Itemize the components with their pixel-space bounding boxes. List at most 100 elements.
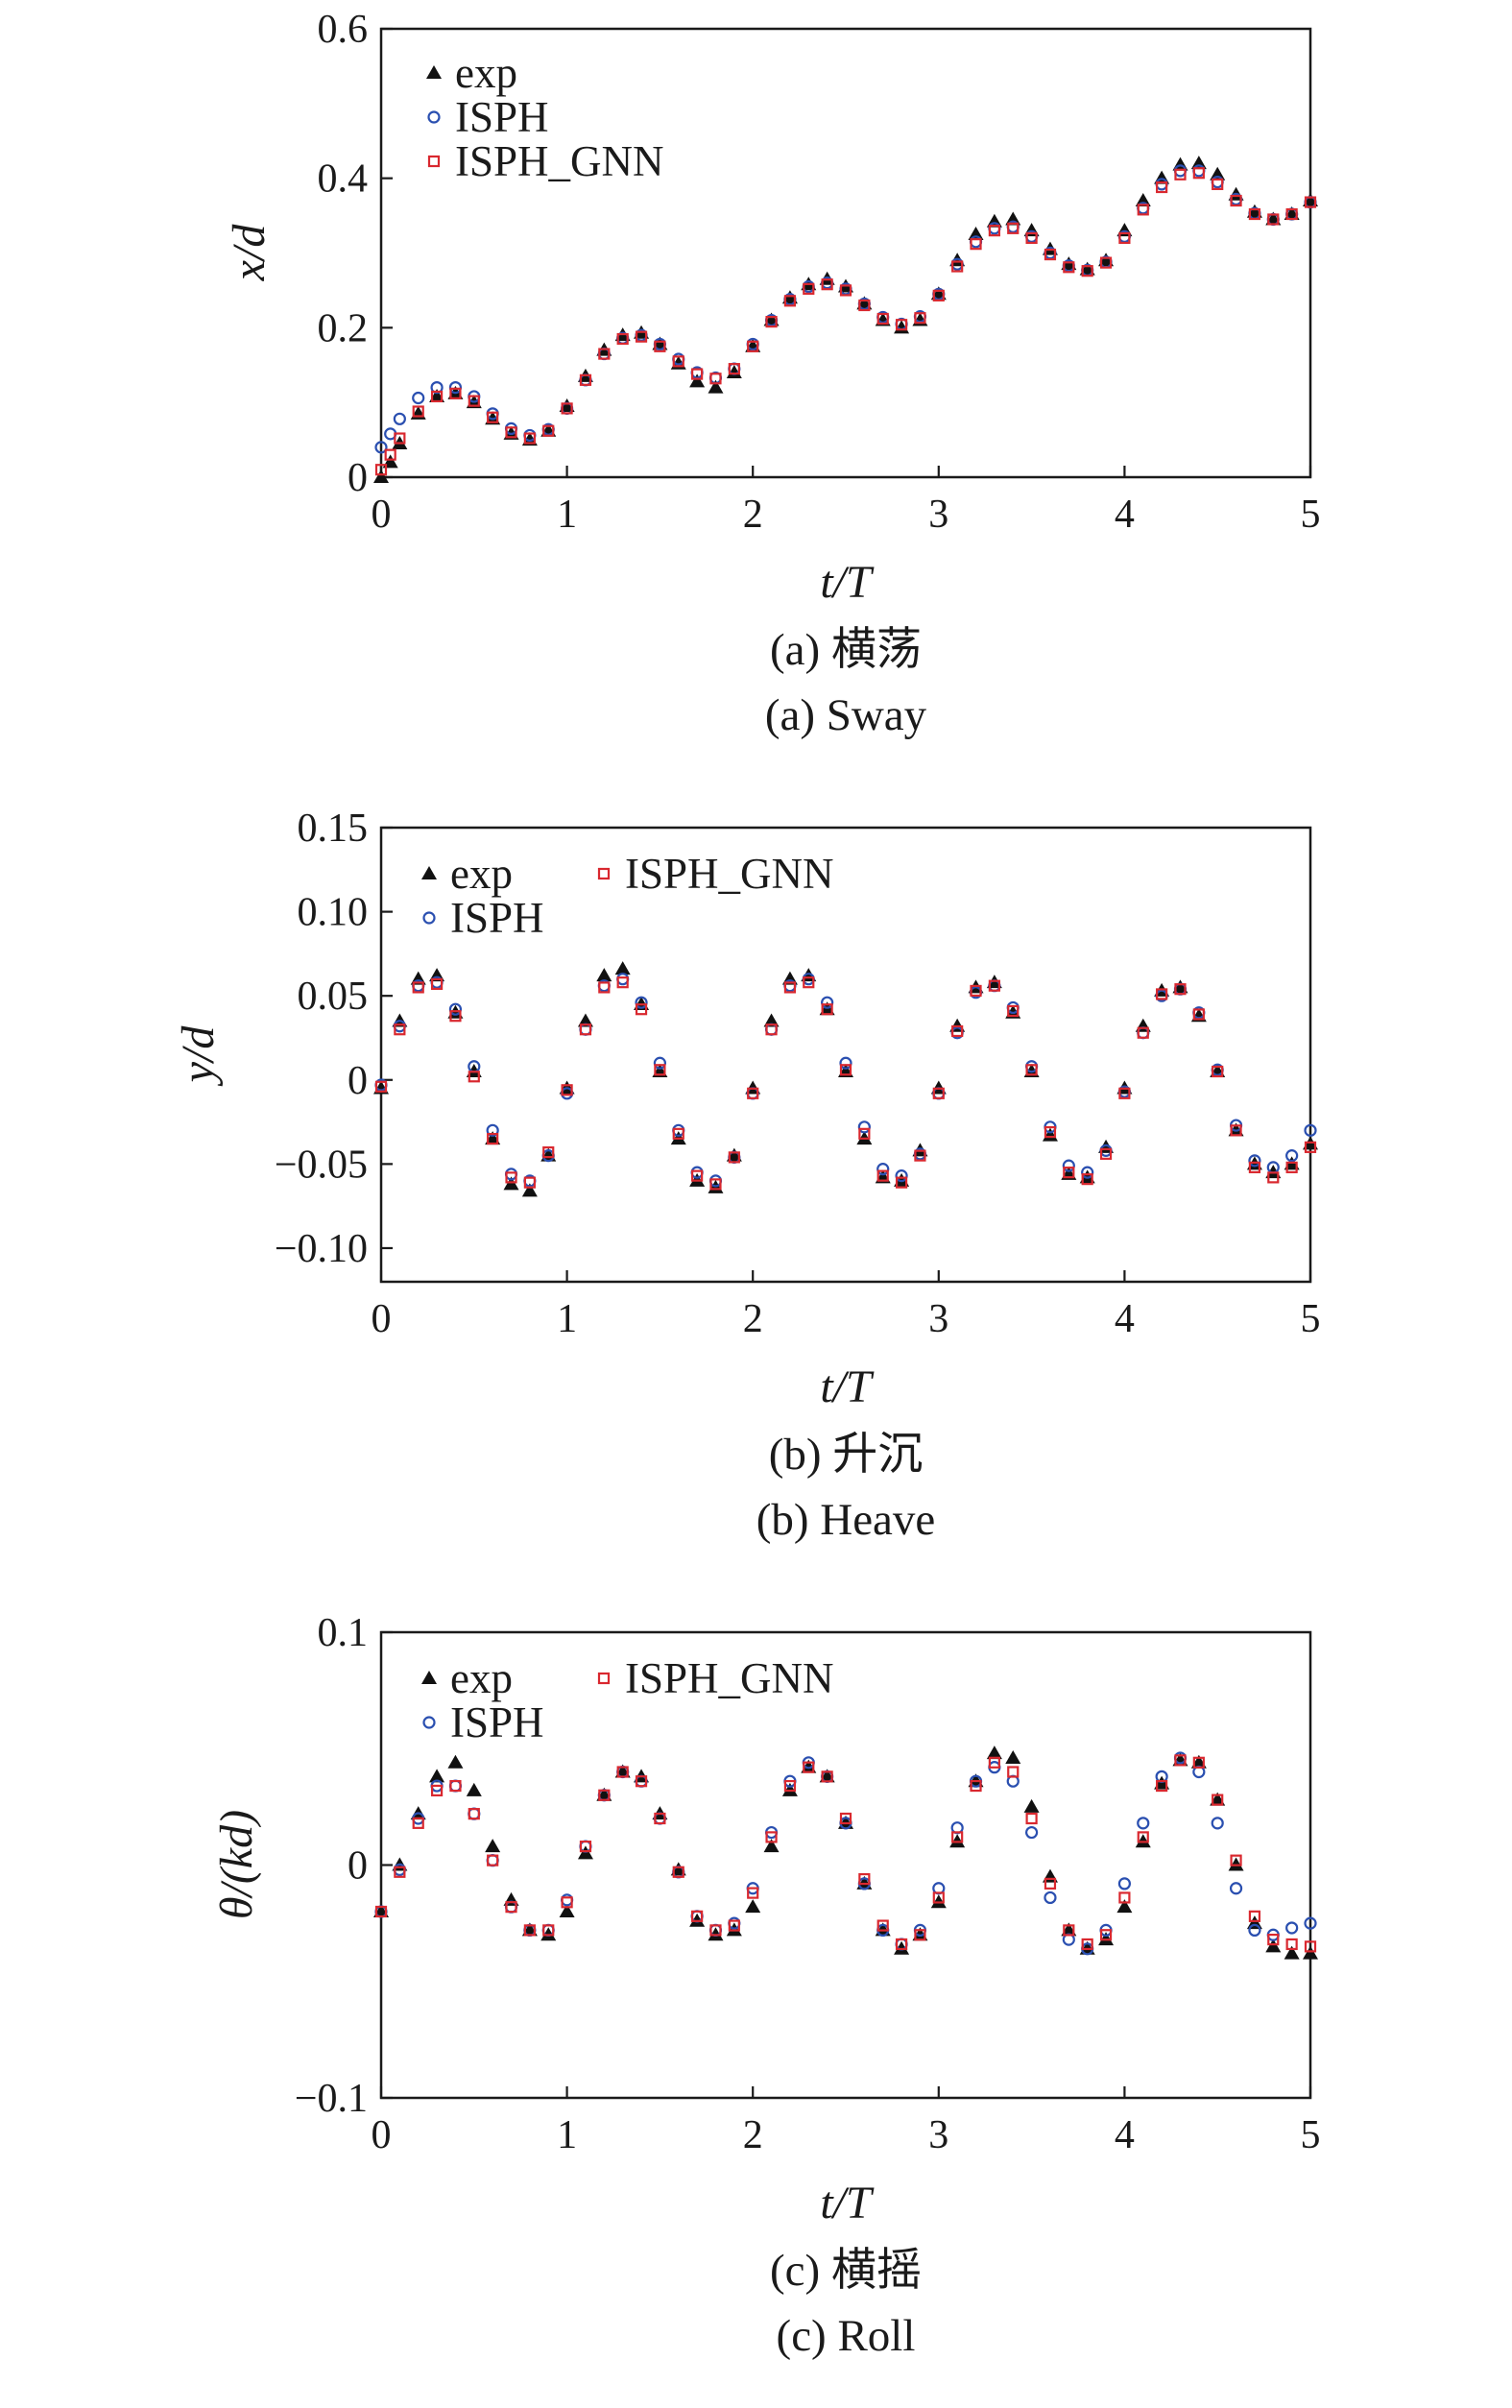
data-point-isph-gnn — [1285, 1938, 1298, 1951]
data-point-isph-gnn — [876, 1919, 889, 1932]
data-point-isph-gnn — [1174, 983, 1187, 996]
data-point-isph-gnn — [1118, 1087, 1131, 1099]
data-point-isph-gnn — [839, 1812, 852, 1825]
data-point-isph — [486, 1123, 499, 1137]
data-point-exp — [708, 379, 724, 394]
data-point-isph-gnn — [691, 1910, 704, 1922]
data-point-isph-gnn — [616, 332, 629, 346]
data-point-isph-gnn — [747, 1087, 759, 1099]
data-point-isph-gnn — [430, 1784, 444, 1797]
axis-ticks: 0 1 2 3 4 5 0.15 0.10 0.05 0 −0.05 −0.10 — [275, 807, 1321, 1341]
data-point-isph-gnn — [487, 1132, 499, 1145]
data-point-isph-gnn — [691, 368, 704, 380]
data-point-isph-gnn — [579, 1023, 592, 1036]
data-point-isph-gnn — [1044, 248, 1057, 261]
data-point-isph — [616, 973, 630, 986]
data-point-isph-gnn — [654, 1064, 666, 1076]
data-point-isph-gnn — [1063, 1924, 1075, 1937]
data-point-isph-gnn — [598, 981, 611, 994]
data-point-isph-gnn — [616, 1766, 629, 1778]
data-point-isph-gnn — [1248, 1161, 1261, 1173]
legend-item-exp: exp — [421, 850, 513, 898]
data-point-isph-gnn — [523, 1924, 536, 1937]
data-point-isph-gnn — [970, 1779, 982, 1793]
data-point-isph-gnn — [783, 1779, 797, 1793]
data-point-exp — [485, 1839, 501, 1853]
caption-en: (a) Sway — [765, 690, 927, 740]
data-point-exp — [930, 1894, 947, 1909]
legend-label: ISPH_GNN — [625, 850, 834, 898]
legend-marker — [426, 65, 442, 79]
data-point-exp — [559, 1904, 575, 1917]
data-point-exp — [429, 1769, 445, 1783]
data-point-isph-gnn — [1118, 1891, 1131, 1904]
data-point-isph — [1304, 1916, 1317, 1930]
legend-label: ISPH — [455, 93, 549, 141]
data-point-isph-gnn — [1192, 167, 1205, 180]
data-point-isph — [1285, 1149, 1299, 1163]
data-point-isph — [1248, 1154, 1261, 1168]
x-tick-label: 3 — [928, 2113, 948, 2157]
data-point-isph — [653, 1056, 667, 1070]
data-point-isph-gnn — [598, 348, 611, 360]
y-tick-label: 0.1 — [318, 1611, 369, 1655]
data-point-isph — [1304, 1123, 1317, 1137]
data-point-isph-gnn — [970, 984, 982, 998]
data-point-isph-gnn — [1248, 207, 1261, 221]
data-point-isph-gnn — [449, 1779, 462, 1793]
x-tick-label: 0 — [372, 493, 392, 537]
y-axis-title: y/d — [173, 1025, 224, 1088]
data-point-isph-gnn — [542, 1924, 555, 1937]
data-point-isph-gnn — [1007, 1766, 1020, 1778]
data-point-isph-gnn — [728, 1919, 740, 1932]
data-point-isph — [876, 1163, 890, 1176]
data-point-isph-gnn — [1156, 181, 1168, 194]
x-tick-label: 1 — [557, 493, 577, 537]
data-point-isph-gnn — [1212, 1794, 1224, 1806]
data-point-isph-gnn — [1192, 1756, 1205, 1769]
data-point-isph — [448, 1779, 463, 1793]
data-point-isph-gnn — [821, 1003, 833, 1016]
data-point-isph-gnn — [895, 1176, 908, 1189]
data-point-isph-gnn — [542, 424, 555, 437]
data-point-exp — [577, 1013, 593, 1027]
caption-cn: (c) 横摇 — [770, 2246, 922, 2296]
data-point-exp — [1284, 1945, 1300, 1960]
data-point-exp — [1135, 193, 1151, 207]
legend-marker — [422, 1716, 436, 1729]
caption-cn: (b) 升沉 — [769, 1430, 924, 1480]
data-markers — [373, 1746, 1318, 1960]
x-axis-title: t/T — [820, 1361, 875, 1412]
legend-label: ISPH — [450, 1698, 544, 1746]
x-tick-label: 1 — [557, 1297, 577, 1341]
data-point-isph-gnn — [505, 426, 517, 439]
data-point-isph-gnn — [561, 1084, 573, 1096]
data-point-isph-gnn — [1304, 196, 1317, 208]
legend-label: ISPH_GNN — [625, 1654, 834, 1702]
data-point-isph-gnn — [374, 464, 388, 476]
data-point-isph — [821, 996, 834, 1009]
data-point-isph-gnn — [1248, 1910, 1261, 1922]
caption-cn: (a) 横荡 — [770, 625, 922, 675]
data-point-isph-gnn — [821, 1770, 833, 1783]
data-point-isph-gnn — [821, 278, 833, 291]
data-point-exp — [949, 1834, 966, 1848]
data-point-isph-gnn — [709, 373, 722, 385]
data-point-isph-gnn — [430, 390, 444, 403]
data-point-isph-gnn — [839, 1064, 852, 1076]
data-point-isph-gnn — [412, 1817, 424, 1829]
data-point-isph-gnn — [505, 1171, 517, 1184]
data-point-isph-gnn — [765, 1831, 778, 1843]
y-tick-label: −0.10 — [275, 1227, 368, 1271]
x-tick-label: 3 — [928, 493, 948, 537]
legend-marker — [422, 911, 436, 925]
x-tick-label: 4 — [1115, 2113, 1135, 2157]
data-point-isph-gnn — [803, 976, 815, 989]
x-tick-label: 2 — [743, 493, 763, 537]
data-point-isph — [1229, 1882, 1243, 1895]
data-point-isph-gnn — [468, 1808, 480, 1820]
data-point-isph-gnn — [672, 1866, 684, 1878]
data-point-isph-gnn — [932, 1087, 945, 1099]
data-point-isph-gnn — [468, 395, 480, 407]
